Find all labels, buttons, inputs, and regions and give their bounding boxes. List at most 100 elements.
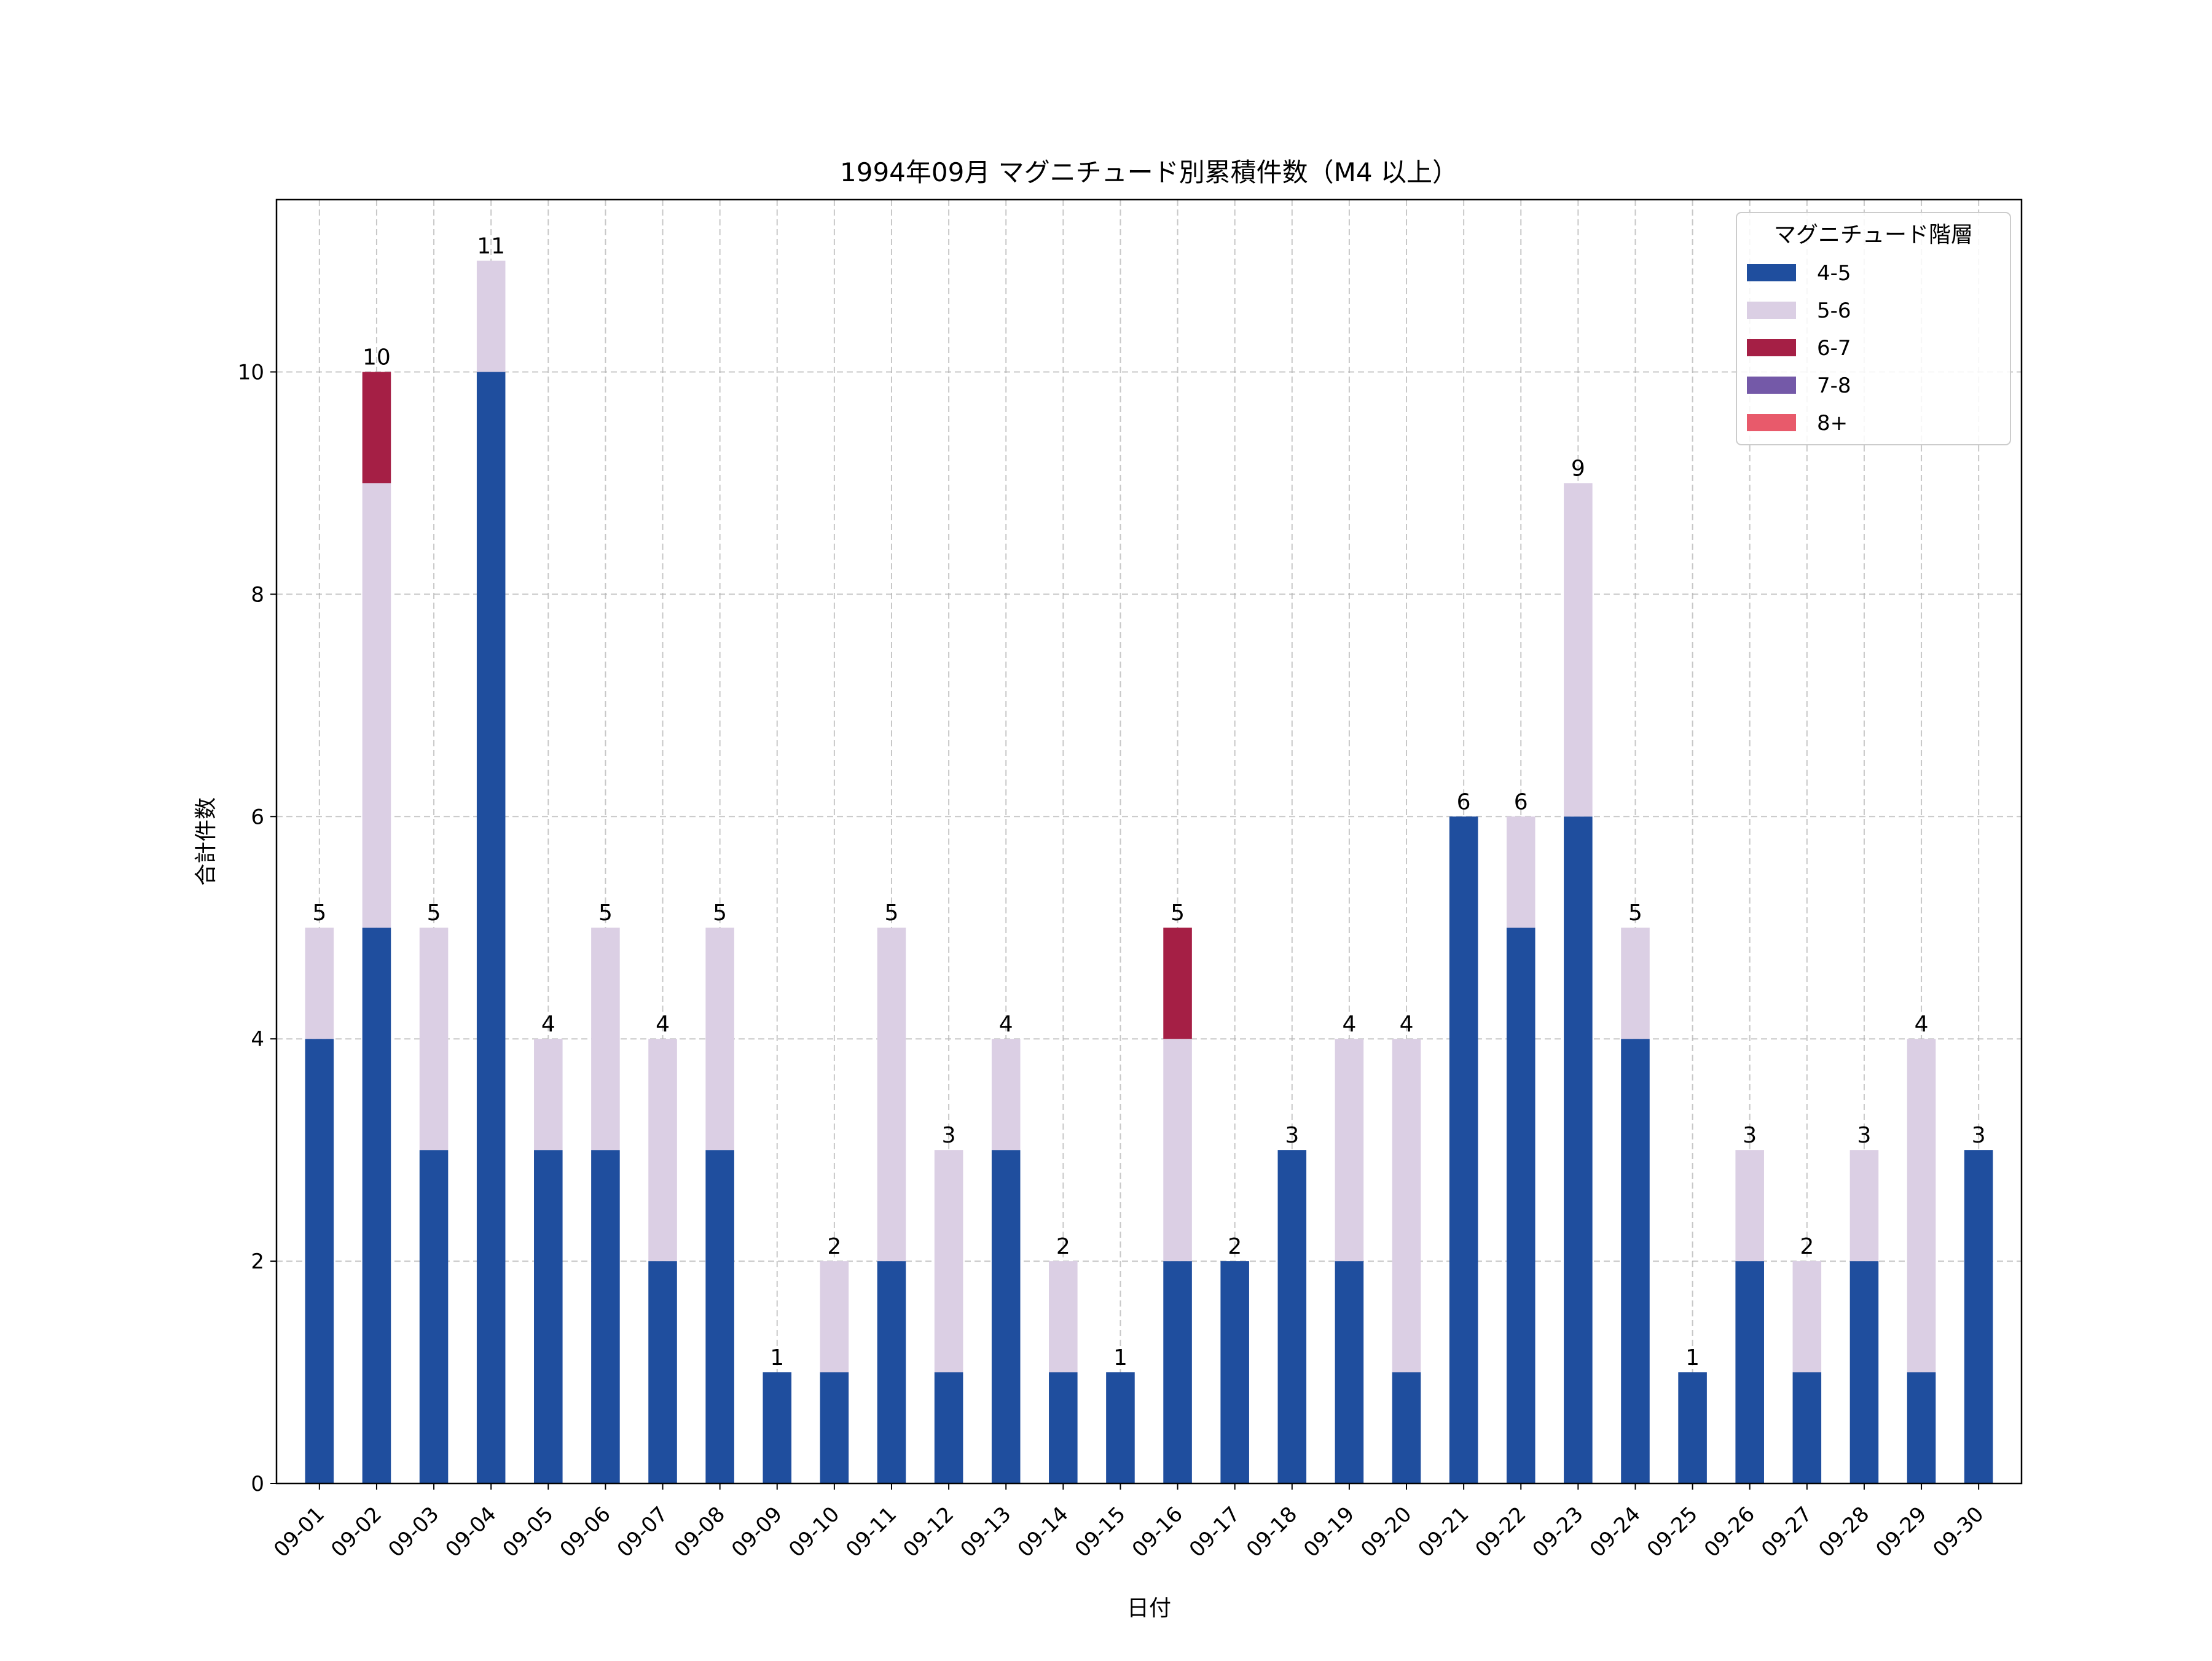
bar-total-label: 2 xyxy=(1228,1234,1242,1259)
bar-total-label: 6 xyxy=(1457,789,1471,815)
bar-segment-4-5 xyxy=(877,1261,906,1483)
bar-total-label: 2 xyxy=(1800,1234,1814,1259)
bar-total-label: 3 xyxy=(1285,1123,1299,1148)
bar-segment-4-5 xyxy=(763,1372,792,1483)
bar-total-label: 2 xyxy=(1056,1234,1070,1259)
bar-total-label: 4 xyxy=(1915,1012,1929,1037)
bar-segment-4-5 xyxy=(1907,1372,1936,1483)
bar-segment-5-6 xyxy=(648,1039,677,1262)
bar-total-label: 5 xyxy=(427,901,441,926)
bar-total-label: 4 xyxy=(1400,1012,1414,1037)
x-axis-label: 日付 xyxy=(1127,1596,1171,1621)
bar-segment-5-6 xyxy=(476,260,506,372)
bar-segment-4-5 xyxy=(820,1372,849,1483)
plot-frame xyxy=(275,198,2023,1485)
legend-swatch xyxy=(1747,414,1796,431)
bar-segment-4-5 xyxy=(1506,928,1535,1483)
bar-segment-5-6 xyxy=(419,928,449,1151)
bar-total-label: 5 xyxy=(713,901,727,926)
y-tick-label: 8 xyxy=(251,582,264,607)
bar-total-label: 3 xyxy=(1972,1123,1986,1148)
bar-segment-5-6 xyxy=(362,483,391,928)
bar-segment-4-5 xyxy=(705,1150,734,1483)
bar-segment-5-6 xyxy=(1335,1039,1364,1262)
bar-segment-5-6 xyxy=(820,1261,849,1373)
bar-segment-5-6 xyxy=(591,928,620,1151)
bar-segment-4-5 xyxy=(1678,1372,1707,1483)
bar-total-label: 3 xyxy=(1857,1123,1871,1148)
bar-total-label: 1 xyxy=(770,1345,784,1370)
bar-total-label: 5 xyxy=(312,901,326,926)
legend-label: 5-6 xyxy=(1817,299,1851,323)
bar-segment-4-5 xyxy=(1792,1372,1822,1483)
bar-segment-5-6 xyxy=(1506,816,1535,928)
bar-segment-4-5 xyxy=(1564,816,1593,1483)
bar-segment-4-5 xyxy=(591,1150,620,1483)
bar-total-label: 10 xyxy=(363,345,391,370)
y-tick-label: 2 xyxy=(251,1249,264,1274)
bar-segment-4-5 xyxy=(305,1039,334,1483)
bar-segment-4-5 xyxy=(1277,1150,1307,1483)
bar-segment-4-5 xyxy=(1049,1372,1078,1483)
bar-segment-5-6 xyxy=(305,928,334,1039)
bar-total-label: 3 xyxy=(942,1123,956,1148)
legend-swatch xyxy=(1747,339,1796,356)
legend-label: 6-7 xyxy=(1817,336,1851,361)
bar-segment-4-5 xyxy=(1449,816,1478,1483)
legend-label: 7-8 xyxy=(1817,373,1851,398)
bar-segment-5-6 xyxy=(991,1039,1021,1151)
bar-segment-5-6 xyxy=(1049,1261,1078,1373)
bar-total-label: 2 xyxy=(827,1234,841,1259)
bar-segment-4-5 xyxy=(362,928,391,1483)
bar-total-label: 5 xyxy=(885,901,899,926)
bar-total-label: 9 xyxy=(1571,456,1585,481)
bar-segment-5-6 xyxy=(1163,1039,1192,1262)
bar-segment-4-5 xyxy=(1392,1372,1421,1483)
bar-segment-4-5 xyxy=(934,1372,963,1483)
total-labels: 5 10 5 11 4 5 4 5 1 2 5 3 4 2 1 5 2 3 4 4 6 6 9 5 1 3 2 3 4 3 xyxy=(312,234,1985,1371)
bar-segment-5-6 xyxy=(877,928,906,1262)
bar-total-label: 4 xyxy=(541,1012,555,1037)
y-tick-label: 0 xyxy=(251,1472,264,1496)
bar-total-label: 4 xyxy=(999,1012,1013,1037)
bar-segment-4-5 xyxy=(1735,1261,1764,1483)
bar-segment-4-5 xyxy=(1220,1261,1249,1483)
bar-segment-4-5 xyxy=(648,1261,677,1483)
bar-segment-5-6 xyxy=(1621,928,1650,1039)
bars xyxy=(305,260,1993,1483)
bar-segment-5-6 xyxy=(1735,1150,1764,1262)
bar-segment-4-5 xyxy=(991,1150,1021,1483)
legend-title: マグニチュード階層 xyxy=(1774,222,1973,248)
bar-segment-6-7 xyxy=(1163,928,1192,1039)
bar-segment-4-5 xyxy=(1849,1261,1879,1483)
bar-segment-4-5 xyxy=(1163,1261,1192,1483)
bar-total-label: 5 xyxy=(598,901,613,926)
bar-total-label: 5 xyxy=(1171,901,1185,926)
bar-segment-5-6 xyxy=(1392,1039,1421,1373)
legend-entries: 4-5 5-6 6-7 7-8 8+ xyxy=(1747,261,1851,436)
bar-segment-6-7 xyxy=(362,372,391,483)
bar-total-label: 4 xyxy=(1342,1012,1356,1037)
bar-segment-4-5 xyxy=(476,372,506,1483)
bar-segment-5-6 xyxy=(1849,1150,1879,1262)
y-tick-label: 6 xyxy=(251,805,264,829)
chart-title: 1994年09月 マグニチュード別累積件数（M4 以上） xyxy=(840,157,1458,187)
bar-total-label: 4 xyxy=(656,1012,670,1037)
bar-segment-5-6 xyxy=(534,1039,563,1151)
legend-frame xyxy=(1736,212,2011,445)
bar-segment-5-6 xyxy=(1564,483,1593,817)
legend-swatch xyxy=(1747,377,1796,394)
bar-segment-4-5 xyxy=(1964,1150,1993,1483)
bar-segment-4-5 xyxy=(534,1150,563,1483)
bar-total-label: 1 xyxy=(1113,1345,1128,1370)
bar-total-label: 1 xyxy=(1685,1345,1700,1370)
legend-label: 8+ xyxy=(1817,411,1848,436)
bar-segment-5-6 xyxy=(1792,1261,1822,1373)
bar-segment-4-5 xyxy=(1335,1261,1364,1483)
y-axis-label: 合計件数 xyxy=(194,797,219,886)
bar-total-label: 5 xyxy=(1628,901,1642,926)
bar-total-label: 6 xyxy=(1514,789,1528,815)
bar-segment-5-6 xyxy=(705,928,734,1151)
y-tick-label: 4 xyxy=(251,1027,264,1052)
bar-segment-4-5 xyxy=(419,1150,449,1483)
